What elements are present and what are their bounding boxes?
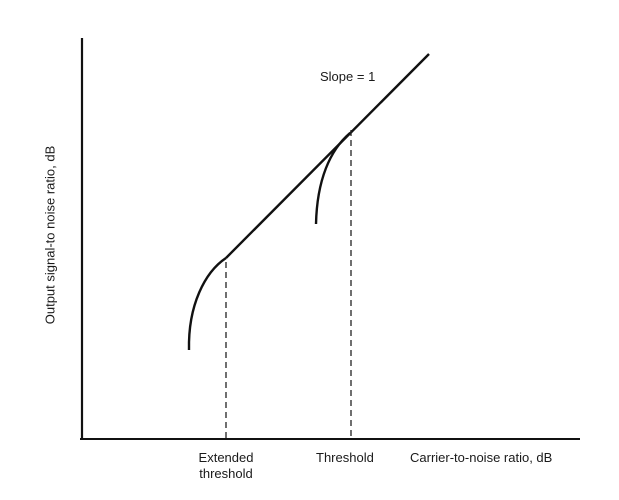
extended-threshold-curve: [187, 257, 227, 351]
x-axis-label: Carrier-to-noise ratio, dB: [410, 450, 553, 465]
extended-threshold-label: Extended threshold: [188, 450, 264, 482]
y-axis-label: Output signal-to noise ratio, dB: [42, 145, 58, 325]
extended-threshold-label-line2: threshold: [199, 466, 253, 481]
slope-one-line: [225, 53, 430, 259]
threshold-curve: [314, 132, 351, 225]
extended-threshold-label-line1: Extended: [198, 450, 254, 465]
threshold-label: Threshold: [316, 450, 374, 465]
slope-annotation: Slope = 1: [320, 69, 376, 84]
